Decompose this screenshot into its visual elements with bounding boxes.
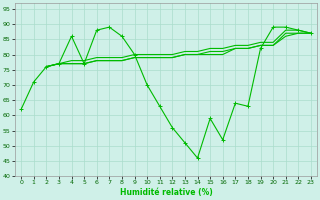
X-axis label: Humidité relative (%): Humidité relative (%)	[120, 188, 212, 197]
